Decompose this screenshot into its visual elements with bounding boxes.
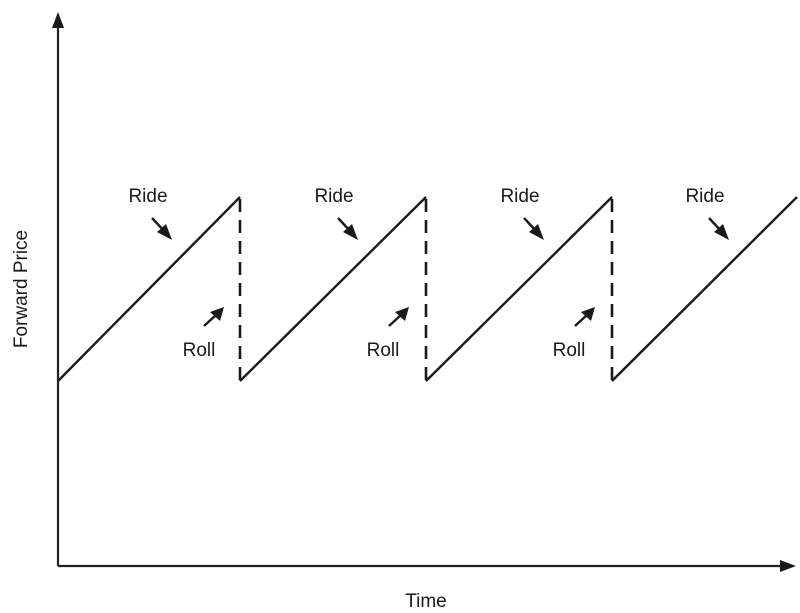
ride-label: Ride (685, 186, 724, 207)
ride-segment (425, 196, 613, 382)
roll-segments (238, 199, 614, 381)
ride-label: Ride (128, 186, 167, 207)
ride-segment (239, 196, 427, 382)
ride-segment (611, 196, 798, 382)
roll-label: Roll (183, 340, 216, 361)
x-axis-label: Time (405, 591, 447, 612)
roll-label: Roll (367, 340, 400, 361)
ride-annotation: Ride (128, 186, 172, 240)
roll-pointer-arrow (388, 314, 402, 327)
ride-pointer-arrowhead (714, 224, 729, 240)
ride-segments (57, 196, 798, 382)
roll-pointer-arrow (203, 314, 217, 327)
ride-segment (57, 196, 241, 382)
roll-annotation: Roll (183, 307, 224, 361)
ride-pointer-arrowhead (157, 224, 172, 240)
axes (52, 12, 796, 572)
roll-pointer-arrow (574, 314, 588, 327)
ride-pointer-arrowhead (529, 224, 544, 240)
ride-label: Ride (500, 186, 539, 207)
roll-pointer-arrowhead (210, 307, 224, 321)
ride-pointer-arrowhead (343, 224, 358, 240)
ride-annotation: Ride (685, 186, 729, 240)
y-axis-arrowhead (52, 12, 64, 28)
y-axis-label: Forward Price (11, 230, 32, 348)
roll-annotation: Roll (553, 307, 595, 361)
roll-pointer-arrowhead (395, 307, 409, 321)
ride-annotation: Ride (500, 186, 544, 240)
roll-label: Roll (553, 340, 586, 361)
ride-annotation: Ride (314, 186, 358, 240)
x-axis-arrowhead (780, 560, 796, 572)
ride-label: Ride (314, 186, 353, 207)
roll-pointer-arrowhead (581, 307, 595, 321)
roll-annotation: Roll (367, 307, 409, 361)
